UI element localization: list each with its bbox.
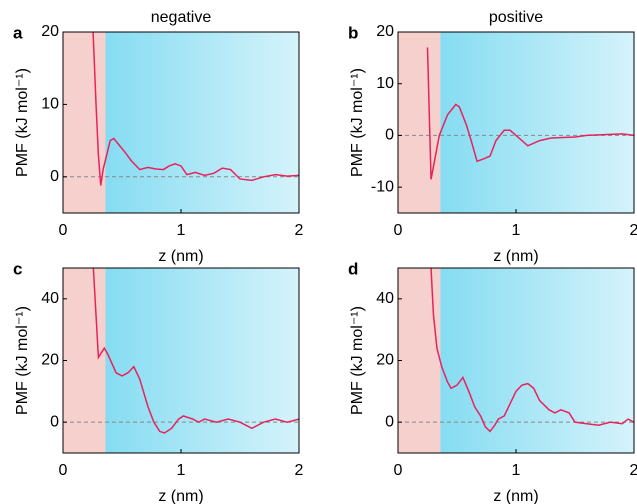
y-tick-label: 20 — [376, 23, 394, 40]
pmf-line — [430, 268, 634, 433]
panel-letter: a — [13, 23, 23, 42]
region — [63, 32, 106, 213]
x-tick-label: 1 — [177, 462, 186, 479]
y-axis-label: PMF (kJ mol⁻¹) — [349, 306, 366, 415]
pmf-line — [426, 47, 634, 180]
y-tick-label: -10 — [371, 178, 394, 195]
plot-area — [398, 268, 634, 453]
y-axis-label: PMF (kJ mol⁻¹) — [349, 68, 366, 177]
plot-area — [63, 32, 299, 213]
x-tick-label: 2 — [630, 222, 637, 239]
region — [440, 32, 634, 213]
x-tick-label: 0 — [394, 462, 403, 479]
region — [398, 268, 441, 453]
y-tick-label: 20 — [376, 352, 394, 369]
region — [63, 268, 106, 453]
panel-letter: c — [13, 259, 22, 278]
y-tick-label: 40 — [376, 290, 394, 307]
x-axis-label: z (nm) — [493, 488, 538, 504]
y-tick-label: 0 — [385, 413, 394, 430]
y-tick-label: 10 — [376, 75, 394, 92]
panel-letter: b — [348, 23, 358, 42]
region — [105, 268, 299, 453]
region — [440, 268, 634, 453]
x-tick-label: 1 — [512, 462, 521, 479]
plot-area — [398, 32, 634, 213]
y-tick-label: 40 — [41, 290, 59, 307]
panel-letter: d — [348, 259, 358, 278]
x-tick-label: 0 — [394, 222, 403, 239]
y-axis-label: PMF (kJ mol⁻¹) — [14, 306, 31, 415]
y-axis-label: PMF (kJ mol⁻¹) — [14, 68, 31, 177]
x-tick-label: 2 — [295, 462, 304, 479]
x-tick-label: 1 — [177, 222, 186, 239]
pmf-line — [92, 32, 299, 186]
x-tick-label: 0 — [59, 462, 68, 479]
y-tick-label: 0 — [50, 413, 59, 430]
y-tick-label: 0 — [50, 168, 59, 185]
x-axis-label: z (nm) — [158, 488, 203, 504]
y-tick-label: 0 — [385, 127, 394, 144]
x-axis-label: z (nm) — [158, 248, 203, 265]
x-tick-label: 2 — [630, 462, 637, 479]
y-tick-label: 20 — [41, 23, 59, 40]
x-tick-label: 1 — [512, 222, 521, 239]
y-tick-label: 20 — [41, 352, 59, 369]
plot-area — [63, 268, 299, 453]
x-axis-label: z (nm) — [493, 248, 538, 265]
y-tick-label: 10 — [41, 96, 59, 113]
x-tick-label: 2 — [295, 222, 304, 239]
pmf-line — [92, 268, 299, 434]
panel-title: negative — [151, 9, 212, 26]
region — [398, 32, 441, 213]
panel-title: positive — [489, 9, 543, 26]
x-tick-label: 0 — [59, 222, 68, 239]
region — [105, 32, 299, 213]
